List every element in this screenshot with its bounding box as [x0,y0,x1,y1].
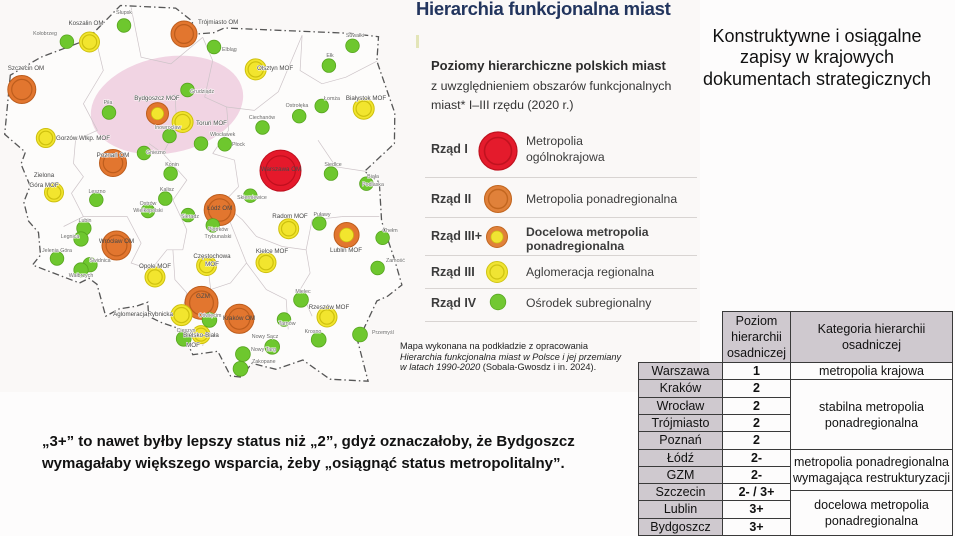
svg-text:Bydgoszcz MOF: Bydgoszcz MOF [134,95,180,102]
svg-text:Toruń MOF: Toruń MOF [196,120,227,127]
svg-text:Elbląg: Elbląg [222,47,237,53]
svg-text:Góra MOF: Góra MOF [29,182,58,189]
svg-text:Włocławek: Włocławek [210,132,236,138]
svg-text:Legnica: Legnica [61,234,80,240]
svg-text:MOF: MOF [186,342,200,349]
svg-text:Łomża: Łomża [324,96,340,102]
svg-text:Kalisz: Kalisz [160,187,174,193]
svg-text:Ostrów: Ostrów [140,201,157,207]
svg-text:Cieszyn: Cieszyn [177,328,196,334]
svg-text:Przemyśl: Przemyśl [372,330,394,336]
svg-text:Bielsko-Biała: Bielsko-Biała [183,332,219,339]
svg-text:Skierniewice: Skierniewice [237,195,267,201]
svg-text:Poznań OM: Poznań OM [97,152,130,159]
svg-text:Grudziądz: Grudziądz [190,89,214,95]
svg-text:Trójmiasto OM: Trójmiasto OM [198,19,238,26]
svg-text:Gorzów Wlkp. MOF: Gorzów Wlkp. MOF [56,135,110,142]
svg-text:Kielce MOF: Kielce MOF [256,248,289,255]
svg-text:Białystok MOF: Białystok MOF [346,95,386,102]
svg-text:Radom MOF: Radom MOF [272,213,308,220]
svg-text:Krosno: Krosno [305,329,322,335]
svg-text:Leszno: Leszno [88,189,105,195]
svg-text:Lubin: Lubin [79,218,92,224]
svg-text:Opole MOF: Opole MOF [139,263,171,270]
svg-text:Trybunalski: Trybunalski [205,234,232,240]
svg-text:Nowy Targ: Nowy Targ [251,347,276,353]
svg-text:Puławy: Puławy [313,212,330,218]
svg-text:Ełk: Ełk [326,53,334,59]
svg-text:Gniezno: Gniezno [146,150,166,156]
svg-text:Wielkopolski: Wielkopolski [133,208,162,214]
svg-text:MOF: MOF [205,261,219,268]
svg-text:Podlaska: Podlaska [362,182,384,188]
svg-text:Słupsk: Słupsk [116,10,132,16]
svg-text:Częstochowa: Częstochowa [193,253,231,260]
svg-text:Płock: Płock [232,142,245,148]
svg-text:Kraków OM: Kraków OM [223,315,255,322]
svg-text:Szczecin OM: Szczecin OM [8,65,44,72]
svg-text:Warszawa OM: Warszawa OM [261,166,301,173]
svg-text:Zakopane: Zakopane [252,359,276,365]
svg-text:Łódź OM: Łódź OM [207,205,232,212]
svg-text:Konin: Konin [165,162,179,168]
svg-text:Suwałki: Suwałki [346,33,364,39]
svg-text:GZM: GZM [196,293,210,300]
svg-text:Ostrołęka: Ostrołęka [286,103,309,109]
svg-text:Sieradz: Sieradz [181,214,199,220]
svg-text:Rzeszów MOF: Rzeszów MOF [309,304,350,311]
svg-text:Świdnica: Świdnica [89,256,110,264]
svg-text:Biała: Biała [367,174,379,180]
svg-text:Kołobrzeg: Kołobrzeg [33,31,57,37]
svg-text:Siedlce: Siedlce [324,162,341,168]
svg-text:Koszalin OM: Koszalin OM [68,20,103,27]
svg-text:AglomeracjaRybnicka: AglomeracjaRybnicka [113,311,173,318]
svg-text:Wrocław OM: Wrocław OM [99,238,134,245]
svg-text:Wałbrzych: Wałbrzych [69,273,94,279]
svg-text:Piotrków: Piotrków [208,227,228,233]
svg-text:Ciechanów: Ciechanów [249,115,275,121]
svg-text:Piła: Piła [104,100,113,106]
svg-text:Nowy Sącz: Nowy Sącz [252,334,279,340]
svg-text:Zielona: Zielona [34,172,55,179]
svg-text:Chełm: Chełm [382,228,398,234]
svg-text:Inowrocław: Inowrocław [155,125,182,131]
svg-text:Mielec: Mielec [295,289,311,295]
svg-text:Oświęcim: Oświęcim [199,313,223,319]
svg-text:Olsztyn MOF: Olsztyn MOF [257,65,293,72]
svg-text:Lublin MOF: Lublin MOF [330,247,362,254]
svg-text:Jelenia Góra: Jelenia Góra [42,248,72,254]
svg-text:Zamość: Zamość [386,258,405,264]
svg-text:Tarnów: Tarnów [278,321,295,327]
